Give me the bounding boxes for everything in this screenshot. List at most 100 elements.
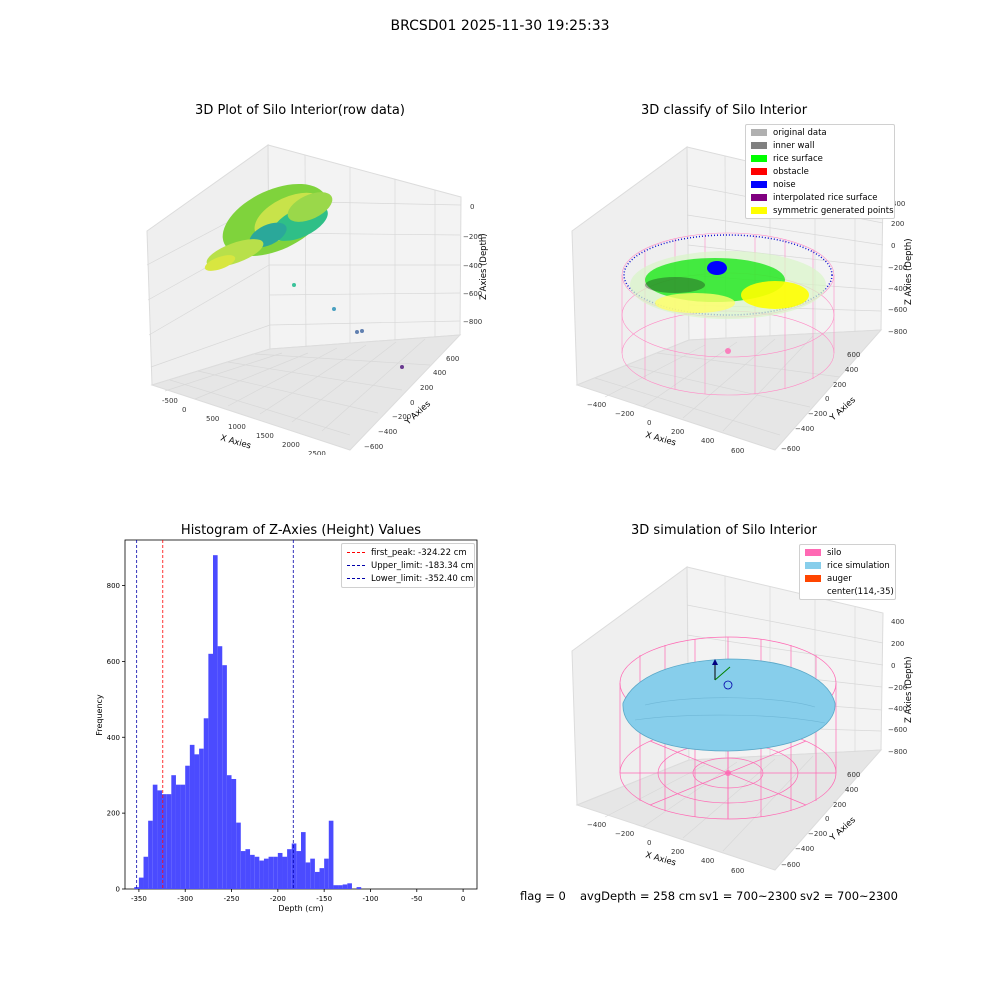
classify-x-tick: 0: [647, 419, 651, 427]
simulation-z-tick: 0: [891, 662, 895, 670]
histogram-y-tick-label: 0: [116, 886, 120, 894]
histogram-y-tick-label: 800: [107, 582, 120, 590]
legend-swatch: [751, 194, 767, 201]
legend-upper-limit: Upper_limit: -183.34 cm: [342, 559, 474, 572]
histogram-bar: [268, 856, 274, 889]
histogram-bar: [324, 858, 329, 889]
simulation-y-tick: −200: [808, 830, 827, 838]
legend-line: [347, 565, 365, 566]
simulation-y-tick: 0: [825, 815, 829, 823]
simulation-x-ticks: −400 −200 0 200 400 600: [587, 821, 744, 875]
legend-noise: noise: [746, 178, 894, 191]
raw-z-tick: 0: [470, 203, 474, 211]
histogram-bar: [162, 794, 167, 889]
raw-y-tick: 600: [446, 355, 459, 363]
classify-z-ticks: 200 0 −200 −400 −600 −800: [888, 220, 907, 336]
simulation-y-tick: −600: [781, 861, 800, 869]
histogram-bar: [180, 784, 186, 889]
raw-3d-plot: -500 0 500 1000 1500 2000 2500 X Axies 6…: [146, 144, 489, 455]
histogram-bar: [282, 856, 288, 889]
histogram-bar: [189, 744, 195, 889]
classify-x-tick: 400: [701, 437, 714, 445]
histogram-bar: [328, 820, 334, 889]
histogram-bar: [148, 820, 153, 889]
raw-x-ticks: -500 0 500 1000 1500 2000 2500: [162, 397, 326, 455]
histogram-bar: [138, 877, 144, 889]
histogram-bar: [342, 884, 348, 889]
histogram-y-tick-label: 600: [107, 658, 120, 666]
histogram-bar: [277, 852, 283, 889]
auger-icon: [712, 659, 733, 690]
histogram-bar: [259, 860, 264, 889]
histogram-bar: [194, 754, 200, 889]
legend-first-peak: first_peak: -324.22 cm: [342, 546, 474, 559]
legend-auger: auger: [800, 572, 895, 585]
histogram-bar: [217, 646, 223, 889]
legend-swatch: [805, 588, 821, 595]
histogram-x-tick-label: -300: [177, 895, 193, 903]
simulation-z-ticks: 400 200 0 −200 −400 −600 −800: [888, 618, 907, 756]
classify-z-tick-top: 400: [892, 200, 906, 208]
histogram-bar: [240, 851, 246, 889]
histogram-bar: [347, 883, 352, 889]
histogram-x-tick-label: -100: [363, 895, 379, 903]
raw-x-tick: 500: [206, 415, 219, 423]
histogram-bar: [287, 849, 292, 889]
histogram-bar: [245, 849, 251, 889]
histogram-bar: [157, 790, 163, 889]
status-avg-depth: avgDepth = 258 cm: [580, 889, 697, 903]
histogram-bar: [222, 665, 227, 889]
histogram-bar: [305, 862, 311, 889]
raw-x-tick: 2000: [282, 441, 300, 449]
classify-z-tick: −200: [888, 264, 907, 272]
histogram-bar: [199, 748, 204, 889]
histogram-bar: [291, 843, 297, 889]
histogram-bar: [143, 856, 149, 889]
histogram-bar: [310, 858, 315, 889]
classify-z-tick: 0: [891, 242, 895, 250]
simulation-z-tick: −400: [888, 705, 907, 713]
legend-silo: silo: [800, 546, 895, 559]
raw-y-tick: −600: [364, 443, 383, 451]
simulation-plot-title: 3D simulation of Silo Interior: [631, 523, 817, 538]
legend-swatch: [751, 142, 767, 149]
classify-z-tick: −800: [888, 328, 907, 336]
legend-swatch: [805, 549, 821, 556]
simulation-y-label: Y Axies: [828, 815, 859, 844]
figure-title: BRCSD01 2025-11-30 19:25:33: [390, 18, 610, 34]
histogram-bars: [134, 555, 362, 889]
legend-swatch: [751, 155, 767, 162]
simulation-z-tick: −200: [888, 684, 907, 692]
histogram-chart: -350 -300 -250 -200 -150 -100 -50 0 0 200 400 600 8…: [95, 539, 478, 913]
classify-y-tick: −200: [808, 410, 827, 418]
legend-swatch: [805, 562, 821, 569]
histogram-bar: [333, 885, 339, 889]
legend-line: [347, 552, 365, 553]
legend-swatch: [751, 129, 767, 136]
simulation-x-tick: −200: [615, 830, 634, 838]
histogram-x-ticks: -350 -300 -250 -200 -150 -100 -50 0: [131, 889, 465, 903]
raw-x-tick: 2500: [308, 450, 326, 455]
histogram-bar: [231, 778, 237, 889]
simulation-y-tick: 600: [847, 771, 860, 779]
simulation-y-tick: −400: [795, 845, 814, 853]
legend-swatch: [805, 575, 821, 582]
simulation-x-tick: 400: [701, 857, 714, 865]
histogram-bar: [254, 856, 260, 889]
simulation-y-ticks: 600 400 200 0 −200 −400 −600: [781, 771, 860, 869]
histogram-x-tick-label: -350: [131, 895, 147, 903]
legend-rice-surface: rice surface: [746, 152, 894, 165]
histogram-bar: [166, 794, 172, 889]
classify-x-tick: 200: [671, 428, 684, 436]
histogram-y-label: Frequency: [95, 694, 104, 736]
histogram-x-tick-label: 0: [461, 895, 465, 903]
histogram-x-tick-label: -200: [270, 895, 286, 903]
simulation-z-label: Z Axies (Depth): [904, 656, 914, 723]
simulation-x-tick: −400: [587, 821, 606, 829]
raw-y-tick: 200: [420, 384, 433, 392]
histogram-bar: [263, 858, 269, 889]
raw-z-tick: −800: [463, 318, 482, 326]
simulation-x-tick: 600: [731, 867, 744, 875]
legend-line: [347, 578, 365, 579]
classify-y-tick: 0: [825, 395, 829, 403]
